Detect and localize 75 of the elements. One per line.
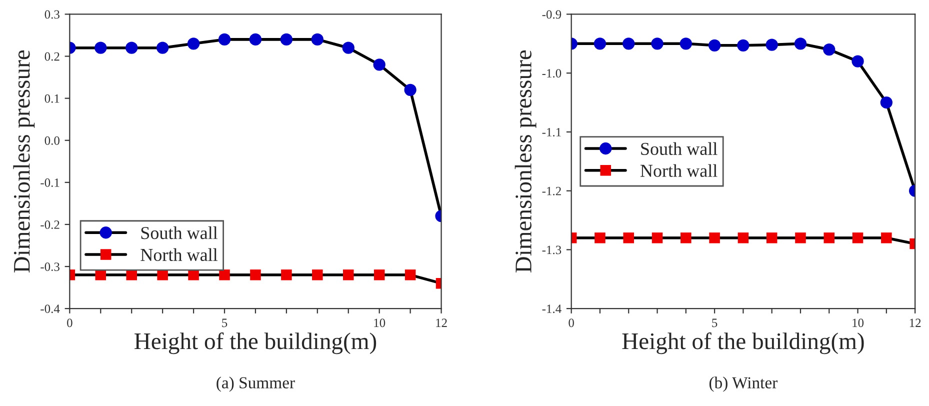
point bbox=[156, 42, 169, 54]
point bbox=[652, 232, 663, 244]
x-axis-title: Height of the building(m) bbox=[134, 332, 376, 354]
x-tick-label: 0 bbox=[67, 318, 72, 328]
point bbox=[342, 42, 354, 54]
x-tick-label: 0 bbox=[568, 318, 574, 328]
point bbox=[126, 270, 137, 280]
y-tick-label: -0.4 bbox=[40, 304, 60, 314]
y-tick-label: -1.2 bbox=[542, 186, 561, 196]
point bbox=[594, 38, 606, 50]
point bbox=[281, 270, 292, 280]
point bbox=[280, 33, 293, 46]
point bbox=[404, 270, 416, 280]
point bbox=[218, 33, 231, 46]
text: (b) Winter bbox=[709, 376, 778, 392]
point bbox=[680, 232, 692, 244]
point bbox=[823, 43, 836, 56]
y-axis-title: Dimensionless pressure bbox=[13, 50, 35, 273]
point bbox=[404, 84, 416, 96]
x-axis-title: Height of the building(m) bbox=[622, 332, 864, 354]
point bbox=[623, 232, 634, 244]
y-tick-label: -0.1 bbox=[40, 178, 60, 187]
y-tick-label: 0.3 bbox=[44, 10, 60, 19]
point bbox=[622, 38, 635, 50]
y-tick-label: -0.9 bbox=[542, 10, 562, 19]
y-tick-label: -1.4 bbox=[542, 304, 562, 314]
y-tick-label: 0.2 bbox=[44, 52, 60, 61]
y-tick-label: 0.1 bbox=[44, 94, 60, 103]
point bbox=[342, 270, 354, 280]
x-tick-label: 12 bbox=[910, 318, 921, 327]
point bbox=[737, 39, 750, 52]
point bbox=[852, 55, 864, 68]
y-tick-label: 0.0 bbox=[44, 136, 60, 145]
point bbox=[651, 38, 664, 50]
legend-label: North wall bbox=[640, 164, 718, 177]
point bbox=[250, 270, 261, 280]
point bbox=[881, 232, 892, 244]
point bbox=[311, 33, 324, 46]
y-tick-label: -1.3 bbox=[542, 246, 562, 254]
x-tick-label: 12 bbox=[436, 318, 447, 327]
point bbox=[795, 232, 806, 244]
y-tick-label: -0.2 bbox=[40, 220, 60, 229]
y-axis-title: Dimensionless pressure bbox=[514, 50, 536, 273]
point bbox=[824, 232, 835, 244]
text: (a) Summer bbox=[216, 376, 295, 392]
point bbox=[680, 38, 692, 50]
point bbox=[708, 39, 721, 52]
point bbox=[738, 232, 749, 244]
y-tick-label: -0.3 bbox=[40, 262, 60, 272]
point bbox=[219, 270, 230, 280]
y-tick-label: -1.1 bbox=[542, 128, 561, 136]
point bbox=[126, 42, 138, 54]
legend-label: South wall bbox=[141, 226, 218, 240]
x-tick-label: 5 bbox=[222, 318, 228, 328]
point bbox=[852, 232, 864, 244]
point bbox=[594, 232, 606, 244]
point bbox=[374, 270, 385, 280]
x-tick-label: 10 bbox=[374, 318, 386, 328]
point bbox=[249, 33, 262, 46]
x-tick-label: 5 bbox=[712, 318, 718, 328]
point bbox=[766, 232, 778, 244]
point bbox=[157, 270, 168, 280]
point bbox=[880, 96, 892, 109]
point bbox=[373, 58, 386, 71]
point bbox=[188, 270, 199, 280]
y-tick-label: -1.0 bbox=[542, 69, 562, 78]
legend-label: North wall bbox=[140, 248, 218, 262]
point bbox=[766, 38, 778, 51]
point bbox=[312, 270, 323, 280]
point bbox=[187, 38, 200, 50]
legend-label: South wall bbox=[641, 142, 718, 156]
point bbox=[709, 232, 720, 244]
point bbox=[94, 42, 107, 54]
x-tick-label: 10 bbox=[852, 318, 864, 328]
point bbox=[794, 38, 807, 50]
